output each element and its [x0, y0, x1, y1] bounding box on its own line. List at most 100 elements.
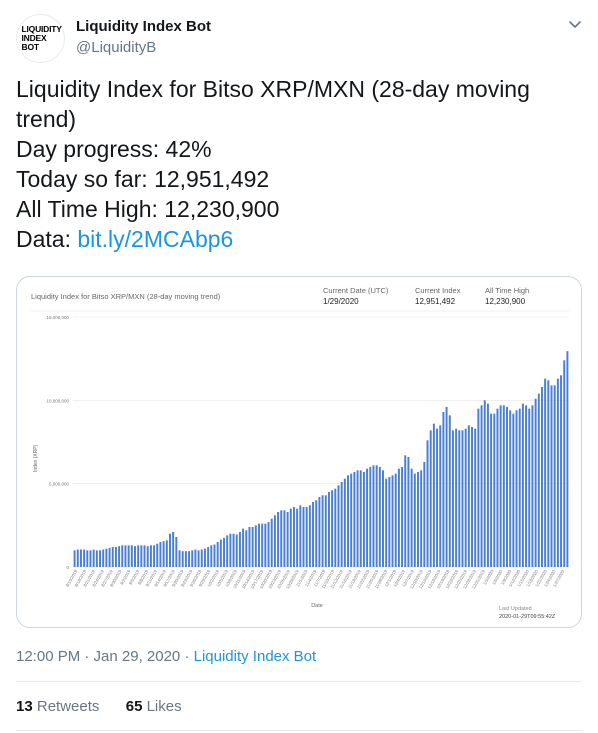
chart-bar[interactable]: [165, 540, 168, 567]
chart-bar[interactable]: [245, 530, 248, 567]
chart-bar[interactable]: [477, 408, 480, 567]
chart-bar[interactable]: [560, 375, 563, 567]
chart-bar[interactable]: [372, 465, 375, 567]
chart-bar[interactable]: [95, 550, 98, 567]
chart-bar[interactable]: [544, 378, 547, 567]
chart-bar[interactable]: [521, 403, 524, 567]
chart-bar[interactable]: [429, 430, 432, 567]
chart-bar[interactable]: [474, 428, 477, 567]
chart-bar[interactable]: [480, 405, 483, 567]
chart-bar[interactable]: [76, 549, 79, 568]
chart-bar[interactable]: [184, 551, 187, 567]
author-name[interactable]: Liquidity Index Bot: [76, 18, 211, 35]
chart-bar[interactable]: [369, 467, 372, 567]
chart-bar[interactable]: [331, 490, 334, 567]
chart-bar[interactable]: [439, 425, 442, 567]
chart-bar[interactable]: [194, 549, 197, 568]
chart-bar[interactable]: [219, 539, 222, 568]
chart-bar[interactable]: [423, 462, 426, 567]
chart-bar[interactable]: [156, 543, 159, 567]
chart-bar[interactable]: [407, 457, 410, 567]
chart-bar[interactable]: [343, 478, 346, 567]
chart-bar[interactable]: [127, 545, 130, 567]
data-link[interactable]: bit.ly/2MCAbp6: [77, 226, 234, 252]
chart-bar[interactable]: [134, 546, 136, 567]
chart-bar[interactable]: [73, 550, 76, 567]
chart-bar[interactable]: [308, 505, 311, 567]
chart-bar[interactable]: [436, 428, 439, 567]
chart-bar[interactable]: [550, 385, 553, 567]
chart-bar[interactable]: [315, 500, 318, 567]
chart-bar[interactable]: [118, 546, 121, 567]
chart-bar[interactable]: [496, 408, 499, 567]
chart-bar[interactable]: [391, 475, 394, 567]
chart-bar[interactable]: [525, 405, 528, 567]
chart-bar[interactable]: [124, 545, 127, 567]
chart-bar[interactable]: [270, 518, 273, 567]
chart-bar[interactable]: [413, 473, 416, 567]
chart-bar[interactable]: [401, 467, 404, 567]
chart-bar[interactable]: [515, 410, 518, 567]
chart-bar[interactable]: [108, 547, 111, 567]
chart-bar[interactable]: [534, 398, 537, 567]
chart-bar[interactable]: [159, 542, 162, 567]
chart-bar[interactable]: [461, 430, 464, 567]
chart-bar[interactable]: [254, 525, 257, 567]
chart-bar[interactable]: [226, 535, 229, 567]
chart-bar[interactable]: [242, 528, 245, 567]
chart-bar[interactable]: [86, 550, 89, 567]
chart-bar[interactable]: [235, 534, 238, 568]
chart-bar[interactable]: [203, 548, 206, 567]
chart-bar[interactable]: [162, 541, 165, 567]
chart-bar[interactable]: [531, 405, 534, 567]
chart-bar[interactable]: [188, 551, 191, 567]
chart-bar[interactable]: [362, 472, 365, 567]
chart-bar[interactable]: [448, 415, 451, 567]
chart-bar[interactable]: [178, 550, 181, 567]
tweet-timestamp[interactable]: 12:00 PM · Jan 29, 2020 ·: [16, 648, 194, 665]
chart-bar[interactable]: [92, 549, 95, 568]
chart-bar[interactable]: [347, 475, 350, 567]
chart-bar[interactable]: [280, 510, 283, 567]
chart-bar[interactable]: [302, 507, 305, 567]
chart-bar[interactable]: [426, 440, 429, 567]
chart-bar[interactable]: [286, 512, 289, 567]
chart-bar[interactable]: [486, 403, 489, 567]
chart-bar[interactable]: [442, 412, 445, 567]
chart-bar[interactable]: [181, 551, 184, 567]
chart-bar[interactable]: [273, 515, 276, 567]
chart-bar[interactable]: [528, 408, 531, 567]
tweet-source[interactable]: Liquidity Index Bot: [193, 648, 317, 665]
chart-bar[interactable]: [289, 508, 292, 567]
chart-bar[interactable]: [114, 547, 117, 567]
chart-bar[interactable]: [99, 550, 102, 567]
chart-bar[interactable]: [356, 470, 359, 567]
chart-bar[interactable]: [388, 477, 391, 567]
chart-bar[interactable]: [172, 532, 175, 567]
chart-bar[interactable]: [216, 542, 219, 567]
chart-bar[interactable]: [553, 385, 556, 567]
chart-bar[interactable]: [296, 508, 299, 567]
chart-bar[interactable]: [83, 549, 86, 568]
chart-bar[interactable]: [229, 533, 232, 567]
chart-bar[interactable]: [143, 545, 146, 567]
chart-bar[interactable]: [251, 527, 254, 567]
chart-bar[interactable]: [213, 544, 216, 568]
chart-bar[interactable]: [283, 510, 286, 567]
retweets-stat[interactable]: 13 Retweets: [16, 698, 99, 715]
chart-bar[interactable]: [130, 545, 133, 567]
chart-bar[interactable]: [337, 485, 340, 567]
chart-bar[interactable]: [416, 472, 419, 567]
chart-bar[interactable]: [105, 548, 108, 567]
chart-bar[interactable]: [197, 550, 200, 567]
chevron-down-icon[interactable]: [568, 18, 582, 32]
chart-bar[interactable]: [305, 507, 308, 567]
chart-bar[interactable]: [146, 546, 149, 567]
chart-bar[interactable]: [410, 468, 413, 567]
chart-bar[interactable]: [537, 393, 540, 567]
chart-bar[interactable]: [350, 473, 353, 567]
chart-bar[interactable]: [334, 488, 337, 567]
chart-bar[interactable]: [238, 532, 241, 567]
chart-bar[interactable]: [353, 472, 356, 567]
chart-bar[interactable]: [292, 507, 295, 567]
